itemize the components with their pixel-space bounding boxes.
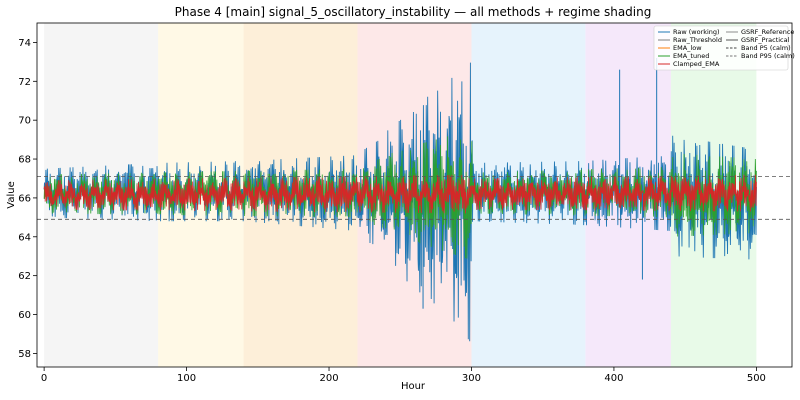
- legend-box: [653, 25, 789, 71]
- legend-label-9: Band P95 (calm): [741, 52, 795, 60]
- y-tick-label-66: 66: [18, 193, 31, 204]
- y-axis: 58 60 62 64 66 68 70 72 74: [18, 38, 37, 360]
- y-axis-label: Value: [6, 181, 17, 208]
- x-tick-label-100: 100: [177, 373, 196, 384]
- legend-label-8: Band P5 (calm): [741, 44, 791, 52]
- series-layer: [43, 57, 757, 342]
- series-line-5: [43, 174, 757, 214]
- legend-label-6: GSRF_Reference: [741, 28, 794, 36]
- y-tick-label-74: 74: [18, 38, 31, 49]
- y-tick-label-68: 68: [18, 155, 31, 166]
- legend-label-7: GSRF_Practical: [741, 36, 790, 44]
- x-tick-label-300: 300: [462, 373, 481, 384]
- x-tick-label-400: 400: [604, 373, 623, 384]
- y-tick-label-60: 60: [18, 310, 31, 321]
- y-tick-label-64: 64: [18, 232, 31, 243]
- legend-label-1: Raw (working): [673, 28, 720, 36]
- legend: Raw (working)Raw_ThresholdEMA_lowEMA_tun…: [653, 25, 795, 71]
- legend-label-3: EMA_low: [673, 44, 702, 52]
- x-tick-label-500: 500: [747, 373, 766, 384]
- y-tick-label-62: 62: [18, 271, 31, 282]
- plot-frame: [36, 22, 793, 368]
- chart-title: Phase 4 [main] signal_5_oscillatory_inst…: [175, 5, 652, 19]
- legend-label-5: Clamped_EMA: [673, 60, 720, 68]
- x-axis-label: Hour: [401, 381, 426, 392]
- y-tick-label-72: 72: [18, 77, 31, 88]
- y-tick-label-58: 58: [18, 349, 31, 360]
- legend-label-4: EMA_tuned: [673, 52, 709, 60]
- x-tick-label-0: 0: [41, 373, 47, 384]
- x-tick-label-200: 200: [319, 373, 338, 384]
- legend-label-2: Raw_Threshold: [673, 36, 722, 44]
- y-tick-label-70: 70: [18, 116, 31, 127]
- x-axis: 0 100 200 300 400 500: [41, 367, 766, 384]
